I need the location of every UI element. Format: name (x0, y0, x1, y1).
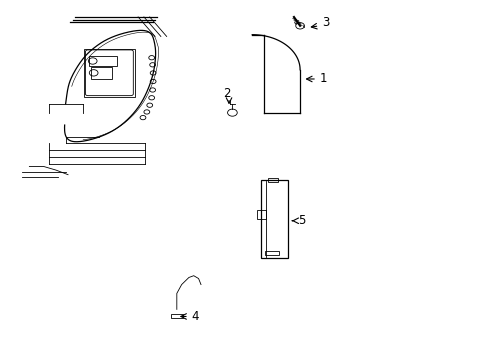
Bar (89, 57, 117, 66)
Text: 4: 4 (191, 310, 199, 323)
Text: 1: 1 (319, 72, 326, 85)
Bar (91, 67, 111, 78)
Text: 2: 2 (223, 87, 230, 100)
Text: 3: 3 (321, 16, 328, 29)
Bar (84, 49, 135, 97)
Bar (267, 178, 278, 183)
Bar (257, 210, 265, 219)
Text: 5: 5 (297, 214, 305, 227)
Bar (265, 251, 278, 255)
Bar (261, 180, 287, 258)
Bar (171, 314, 183, 318)
